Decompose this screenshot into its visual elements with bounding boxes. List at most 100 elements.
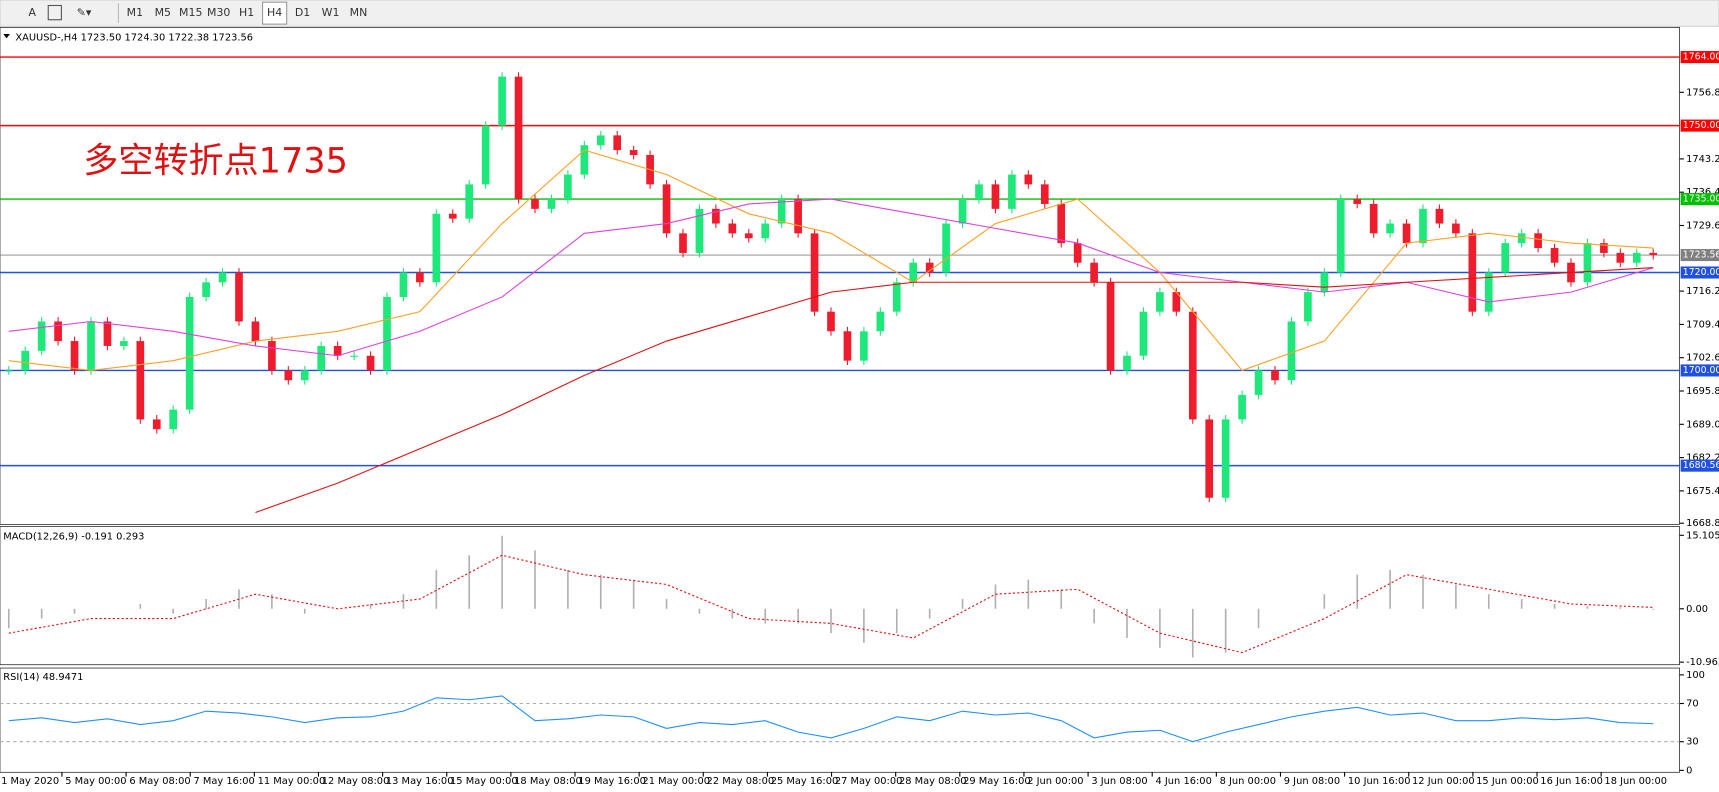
candle xyxy=(1090,262,1098,283)
candle xyxy=(580,145,589,175)
candle xyxy=(712,208,720,224)
time-label: 18 Jun 00:00 xyxy=(1604,776,1667,787)
candle xyxy=(383,296,391,371)
time-label: 12 Jun 00:00 xyxy=(1412,776,1475,787)
candle xyxy=(136,341,145,420)
rsi-frame xyxy=(0,667,1680,773)
candle xyxy=(827,311,835,332)
candle xyxy=(1254,370,1263,395)
candle xyxy=(70,341,79,371)
candle xyxy=(481,125,490,185)
macd-frame xyxy=(0,526,1680,666)
candle xyxy=(498,76,506,126)
level-label-box xyxy=(1680,119,1719,132)
candle xyxy=(564,174,572,200)
time-label: 7 May 16:00 xyxy=(193,776,254,787)
candle xyxy=(1402,223,1411,244)
candle xyxy=(876,311,885,332)
candle xyxy=(761,223,770,239)
candle xyxy=(1106,282,1115,371)
candle xyxy=(251,321,260,342)
time-label: 16 Jun 16:00 xyxy=(1540,776,1603,787)
candle xyxy=(120,341,128,346)
candle xyxy=(860,331,868,361)
candle xyxy=(21,350,30,371)
candle xyxy=(1616,252,1625,263)
candle xyxy=(843,331,852,361)
candle xyxy=(317,345,326,371)
candle xyxy=(958,199,967,224)
timeframe-button[interactable]: M1 xyxy=(127,6,143,19)
level-label-box xyxy=(1680,364,1719,377)
shapes-tool-icon[interactable]: ✎▾ xyxy=(77,6,92,19)
time-label: 5 May 00:00 xyxy=(65,776,126,787)
time-label: 8 Jun 00:00 xyxy=(1220,776,1276,787)
candle xyxy=(1156,292,1164,312)
timeframe-button[interactable]: H4 xyxy=(267,6,282,19)
candle xyxy=(1238,394,1246,420)
candle xyxy=(284,370,293,381)
timeframe-button[interactable]: D1 xyxy=(295,6,310,19)
rsi-tick-label: 70 xyxy=(1686,699,1699,710)
timeframe-button[interactable]: MN xyxy=(350,6,368,19)
macd-tick-label: -10.963 xyxy=(1686,657,1719,668)
candle xyxy=(1386,223,1394,234)
candle xyxy=(1353,199,1362,204)
header-arrow[interactable] xyxy=(3,34,10,39)
time-label: 18 May 08:00 xyxy=(514,776,582,787)
toolbar: A ✎▾ M1 M5 M15 M30 H1 H4 D1 W1 MN xyxy=(0,0,1719,27)
level-label: 1720.00 xyxy=(1683,267,1719,278)
candle xyxy=(1501,243,1510,273)
candle xyxy=(1008,174,1016,209)
time-label: 12 May 08:00 xyxy=(322,776,390,787)
rsi-tick-label: 0 xyxy=(1686,765,1692,776)
timeframe-button[interactable]: M30 xyxy=(207,6,230,19)
macd-tick-label: 15.105 xyxy=(1686,530,1719,541)
candle xyxy=(547,199,556,209)
price-tick-label: 1709.40 xyxy=(1686,319,1719,330)
time-label: 28 May 08:00 xyxy=(899,776,967,787)
time-label: 1 May 2020 xyxy=(1,776,59,787)
candle xyxy=(629,150,638,155)
rsi-tick-label: 30 xyxy=(1686,737,1699,748)
candle xyxy=(942,223,950,273)
candle xyxy=(810,233,819,312)
label-tool-icon[interactable] xyxy=(47,4,62,21)
candle xyxy=(1123,355,1131,371)
timeframe-button[interactable]: M5 xyxy=(155,6,171,19)
candle xyxy=(925,262,934,273)
candle xyxy=(744,233,753,239)
time-label: 11 May 00:00 xyxy=(258,776,326,787)
text-tool-icon[interactable]: A xyxy=(29,6,37,19)
candle xyxy=(465,184,474,219)
level-label: 1723.56 xyxy=(1683,250,1719,261)
candle xyxy=(613,135,622,151)
moving-average xyxy=(8,198,1654,357)
candle xyxy=(235,272,243,322)
candle xyxy=(1221,419,1230,498)
candle xyxy=(596,135,605,146)
level-label: 1735.00 xyxy=(1683,194,1719,205)
time-label: 3 Jun 08:00 xyxy=(1091,776,1147,787)
candle xyxy=(169,409,178,430)
timeframe-button[interactable]: W1 xyxy=(322,6,340,19)
level-label-box xyxy=(1680,249,1719,262)
timeframe-button[interactable]: M15 xyxy=(179,6,202,19)
candle xyxy=(531,199,539,209)
candle xyxy=(909,262,918,283)
time-label: 27 May 00:00 xyxy=(835,776,903,787)
moving-average xyxy=(255,267,1654,514)
rsi-tick-label: 100 xyxy=(1686,670,1705,681)
candle xyxy=(152,419,161,430)
candle xyxy=(4,370,13,372)
time-label: 13 May 16:00 xyxy=(386,776,454,787)
timeframe-button[interactable]: H1 xyxy=(239,6,254,19)
candle xyxy=(1304,292,1312,322)
candle xyxy=(1649,252,1658,256)
macd-tick-label: 0.00 xyxy=(1686,604,1708,615)
main-frame xyxy=(0,27,1680,525)
candle xyxy=(1205,419,1214,498)
candle xyxy=(1534,233,1542,249)
